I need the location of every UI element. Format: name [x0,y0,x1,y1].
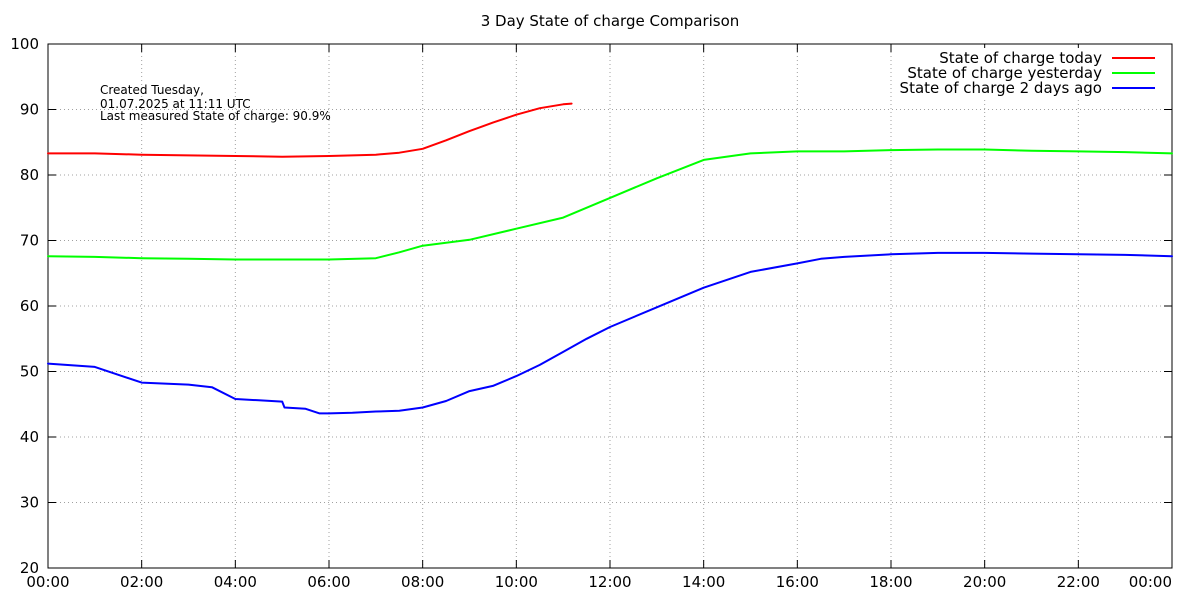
legend: State of charge today State of charge ye… [900,48,1164,98]
y-tick-label: 60 [20,297,39,315]
y-tick-label: 20 [20,559,39,577]
legend-entry-yesterday: State of charge yesterday [907,64,1155,82]
x-tick-label: 02:00 [120,573,163,591]
series-line-today [47,102,573,158]
annotation-created-line: Created Tuesday, [100,83,204,97]
y-tick-label: 100 [10,35,39,53]
series [47,102,1173,415]
y-tick-label: 80 [20,166,39,184]
legend-entry-2-days-ago: State of charge 2 days ago [900,79,1155,97]
x-tick-label: 08:00 [401,573,444,591]
x-tick-label: 16:00 [776,573,819,591]
y-tick-label: 90 [20,101,39,119]
legend-label-today: State of charge today [939,49,1102,67]
x-tick-label: 18:00 [869,573,912,591]
x-tick-label: 20:00 [963,573,1006,591]
x-tick-label: 22:00 [1057,573,1100,591]
axes: 20 30 40 50 60 70 80 90 100 00:00 02:00 04:00 06:00 0… [10,35,1173,591]
x-tick-label: 00:00 [1129,573,1172,591]
annotation-last-measured-line: Last measured State of charge: 90.9% [100,109,331,123]
x-tick-label: 12:00 [588,573,631,591]
y-tick-label: 30 [20,494,39,512]
x-tick-label: 00:00 [26,573,69,591]
legend-label-2-days-ago: State of charge 2 days ago [900,79,1102,97]
series-line-yesterday [47,148,1173,261]
legend-label-yesterday: State of charge yesterday [907,64,1102,82]
series-line-2-days-ago [47,251,1173,415]
legend-entry-today: State of charge today [939,49,1155,67]
annotation: Created Tuesday, 01.07.2025 at 11:11 UTC… [100,83,331,123]
x-tick-label: 14:00 [682,573,725,591]
plot-frame [47,43,1173,569]
x-tick-label: 06:00 [307,573,350,591]
chart-title: 3 Day State of charge Comparison [481,12,740,30]
x-tick-label: 04:00 [214,573,257,591]
y-tick-label: 50 [20,363,39,381]
annotation-timestamp-line: 01.07.2025 at 11:11 UTC [100,97,251,111]
grid [48,44,1172,568]
y-tick-label: 40 [20,428,39,446]
y-tick-label: 70 [20,232,39,250]
x-tick-label: 10:00 [495,573,538,591]
